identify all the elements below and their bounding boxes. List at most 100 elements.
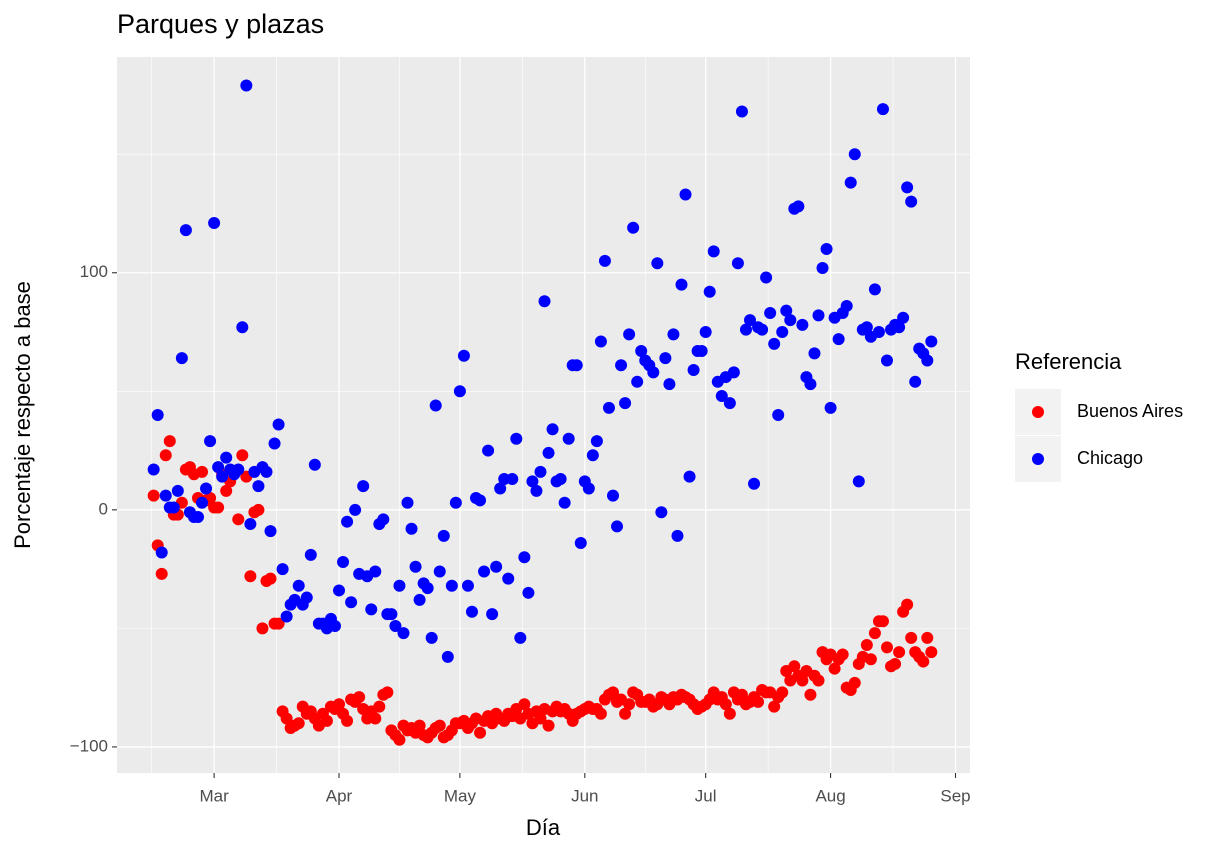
point <box>397 627 410 640</box>
point <box>449 496 462 509</box>
point <box>909 375 922 388</box>
point <box>667 328 680 341</box>
point <box>385 608 398 621</box>
point <box>534 465 547 478</box>
point <box>232 513 245 526</box>
point <box>796 674 809 687</box>
point <box>611 520 624 533</box>
point <box>200 482 213 495</box>
series <box>147 79 938 663</box>
point <box>252 480 265 493</box>
point <box>252 503 265 516</box>
point <box>735 105 748 118</box>
point <box>522 586 535 599</box>
point <box>212 461 225 474</box>
point <box>474 494 487 507</box>
point <box>256 622 269 635</box>
point <box>921 631 934 644</box>
point <box>208 216 221 229</box>
point <box>876 615 889 628</box>
point <box>413 593 426 606</box>
point <box>191 510 204 523</box>
point <box>461 579 474 592</box>
point <box>687 363 700 376</box>
point <box>147 463 160 476</box>
point <box>764 307 777 320</box>
point <box>421 582 434 595</box>
point <box>631 375 644 388</box>
point <box>792 200 805 213</box>
point <box>651 257 664 270</box>
point <box>723 397 736 410</box>
point <box>405 522 418 535</box>
point <box>320 714 333 727</box>
point <box>683 470 696 483</box>
point <box>816 262 829 275</box>
point <box>389 620 402 633</box>
x-axis-label: Día <box>526 815 561 840</box>
point <box>401 496 414 509</box>
point <box>872 326 885 339</box>
grid <box>117 57 970 773</box>
point <box>804 378 817 391</box>
x-tick-label: Aug <box>815 786 845 805</box>
point <box>582 482 595 495</box>
point <box>518 551 531 564</box>
point <box>905 631 918 644</box>
point <box>619 707 632 720</box>
point <box>756 323 769 336</box>
point <box>635 344 648 357</box>
point <box>232 463 245 476</box>
point <box>506 473 519 486</box>
point <box>333 584 346 597</box>
point <box>727 366 740 379</box>
point <box>901 181 914 194</box>
point <box>893 646 906 659</box>
point <box>441 650 454 663</box>
point <box>623 328 636 341</box>
point <box>167 501 180 514</box>
point <box>542 446 555 459</box>
point <box>280 712 293 725</box>
point <box>159 449 172 462</box>
y-tick-label: 0 <box>99 499 108 518</box>
point <box>276 563 289 576</box>
point <box>619 397 632 410</box>
point <box>594 707 607 720</box>
point <box>478 565 491 578</box>
point <box>917 655 930 668</box>
panel-background <box>117 57 970 773</box>
point <box>453 385 466 398</box>
point <box>824 401 837 414</box>
point <box>300 591 313 604</box>
point <box>457 349 470 362</box>
legend-title: Referencia <box>1015 349 1122 374</box>
x-tick-label: Jun <box>571 786 598 805</box>
point <box>860 638 873 651</box>
point <box>425 631 438 644</box>
point <box>796 318 809 331</box>
point <box>204 435 217 448</box>
point <box>433 565 446 578</box>
point <box>220 484 233 497</box>
point <box>155 567 168 580</box>
legend-marker <box>1032 453 1044 465</box>
point <box>147 489 160 502</box>
y-tick-label: 100 <box>80 262 108 281</box>
point <box>220 451 233 464</box>
point <box>433 719 446 732</box>
point <box>244 570 257 583</box>
point <box>679 188 692 201</box>
point <box>542 719 555 732</box>
point <box>812 674 825 687</box>
point <box>864 653 877 666</box>
point <box>671 529 684 542</box>
point <box>534 712 547 725</box>
point <box>196 465 209 478</box>
point <box>776 686 789 699</box>
point <box>832 333 845 346</box>
legend-marker <box>1032 406 1044 418</box>
point <box>494 482 507 495</box>
point <box>675 278 688 291</box>
